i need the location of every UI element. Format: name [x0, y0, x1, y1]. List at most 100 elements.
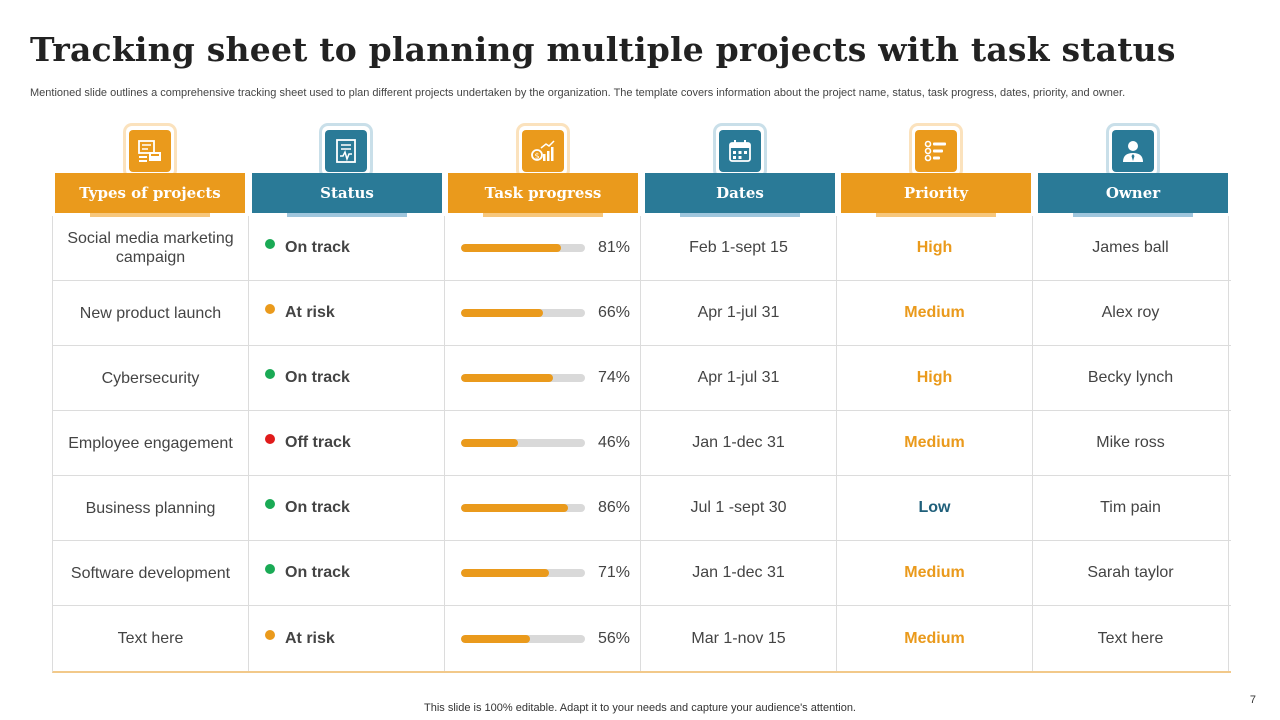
priority-cell: Medium	[837, 411, 1033, 475]
owner-cell: Text here	[1033, 606, 1229, 671]
dates-cell: Apr 1-jul 31	[641, 281, 837, 345]
dates-cell: Feb 1-sept 15	[641, 216, 837, 280]
status-text: On track	[285, 499, 350, 516]
progress-cell: 86%	[445, 476, 641, 540]
owner-text: James ball	[1092, 239, 1169, 256]
dates-text: Feb 1-sept 15	[689, 239, 788, 256]
owner-text: Mike ross	[1096, 434, 1165, 451]
dates-cell: Jan 1-dec 31	[641, 541, 837, 605]
calendar-icon	[716, 126, 764, 176]
progress-cell: 66%	[445, 281, 641, 345]
progress-bar	[461, 374, 585, 382]
owner-text: Tim pain	[1100, 499, 1161, 516]
status-dot-icon	[265, 239, 275, 249]
project-cell: Social media marketing campaign	[53, 216, 249, 280]
status-cell: Off track	[249, 411, 445, 475]
priority-text: High	[916, 369, 953, 386]
progress-bar-fill	[461, 634, 531, 643]
status-text: On track	[285, 239, 350, 256]
tracking-table: Social media marketing campaign On track…	[52, 216, 1231, 673]
priority-text: Medium	[904, 434, 965, 451]
progress-percent: 81%	[597, 239, 630, 256]
status-dot-icon	[265, 564, 275, 574]
owner-cell: Becky lynch	[1033, 346, 1229, 410]
priority-cell: Medium	[837, 281, 1033, 345]
progress-cell: 81%	[445, 216, 641, 280]
slide-subtitle: Mentioned slide outlines a comprehensive…	[30, 87, 1126, 99]
status-cell: At risk	[249, 606, 445, 671]
project-cell: New product launch	[53, 281, 249, 345]
project-cell: Software development	[53, 541, 249, 605]
priority-cell: Medium	[837, 606, 1033, 671]
status-cell: At risk	[249, 281, 445, 345]
table-row: Text here At risk 56% Mar 1-nov 15 Mediu…	[53, 606, 1231, 671]
priority-text: Medium	[904, 629, 965, 647]
project-name: Cybersecurity	[101, 369, 200, 387]
project-name: Social media marketing campaign	[67, 230, 234, 266]
status-dot-icon	[265, 434, 275, 444]
progress-bar-fill	[461, 309, 543, 317]
progress-bar	[461, 439, 585, 447]
progress-cell: 74%	[445, 346, 641, 410]
column-header-task-progress: Task progress	[448, 173, 638, 217]
status-text: On track	[285, 369, 350, 386]
owner-text: Text here	[1097, 629, 1164, 647]
growth-chart-icon: $	[519, 126, 567, 176]
project-cell: Business planning	[53, 476, 249, 540]
owner-text: Sarah taylor	[1087, 564, 1174, 581]
dates-text: Jan 1-dec 31	[692, 434, 785, 451]
progress-bar	[461, 634, 585, 643]
progress-percent: 66%	[597, 304, 630, 321]
dates-cell: Jul 1 -sept 30	[641, 476, 837, 540]
progress-cell: 71%	[445, 541, 641, 605]
progress-cell: 56%	[445, 606, 641, 671]
progress-percent: 46%	[597, 434, 630, 451]
priority-cell: Medium	[837, 541, 1033, 605]
owner-text: Becky lynch	[1087, 369, 1174, 386]
column-header-types-of-projects: Types of projects	[55, 173, 245, 217]
owner-person-icon	[1109, 126, 1157, 176]
status-cell: On track	[249, 346, 445, 410]
project-cell: Employee engagement	[53, 411, 249, 475]
progress-bar	[461, 504, 585, 512]
priority-text: Medium	[904, 564, 965, 581]
status-cell: On track	[249, 216, 445, 280]
projects-icon	[126, 126, 174, 176]
project-cell: Text here	[53, 606, 249, 671]
dates-text: Jul 1 -sept 30	[690, 499, 787, 516]
progress-percent: 86%	[597, 499, 630, 516]
table-row: Cybersecurity On track 74% Apr 1-jul 31 …	[53, 346, 1231, 411]
status-dot-icon	[265, 499, 275, 509]
priority-text: High	[916, 239, 953, 256]
status-text: At risk	[285, 304, 335, 321]
column-header-priority: Priority	[841, 173, 1031, 217]
progress-bar-fill	[461, 244, 562, 252]
status-text: At risk	[285, 629, 335, 647]
owner-text: Alex roy	[1101, 304, 1160, 321]
status-cell: On track	[249, 476, 445, 540]
progress-percent: 71%	[597, 564, 630, 581]
progress-bar-fill	[461, 569, 550, 577]
project-name: New product launch	[79, 304, 222, 322]
progress-bar-fill	[461, 504, 568, 512]
owner-cell: Sarah taylor	[1033, 541, 1229, 605]
footer-note: This slide is 100% editable. Adapt it to…	[424, 702, 856, 714]
project-name: Software development	[70, 564, 231, 582]
table-row: New product launch At risk 66% Apr 1-jul…	[53, 281, 1231, 346]
dates-cell: Apr 1-jul 31	[641, 346, 837, 410]
priority-text: Medium	[904, 304, 965, 321]
column-header-dates: Dates	[645, 173, 835, 217]
dates-text: Apr 1-jul 31	[697, 369, 780, 386]
dates-text: Apr 1-jul 31	[697, 304, 780, 321]
project-name: Text here	[117, 630, 184, 647]
table-row: Employee engagement Off track 46% Jan 1-…	[53, 411, 1231, 476]
progress-bar	[461, 244, 585, 252]
status-text: Off track	[285, 434, 351, 451]
progress-cell: 46%	[445, 411, 641, 475]
column-header-owner: Owner	[1038, 173, 1228, 217]
status-dot-icon	[265, 369, 275, 379]
priority-text: Low	[918, 499, 951, 516]
svg-text:$: $	[534, 152, 539, 161]
owner-cell: James ball	[1033, 216, 1229, 280]
page-number: 7	[1249, 694, 1256, 706]
